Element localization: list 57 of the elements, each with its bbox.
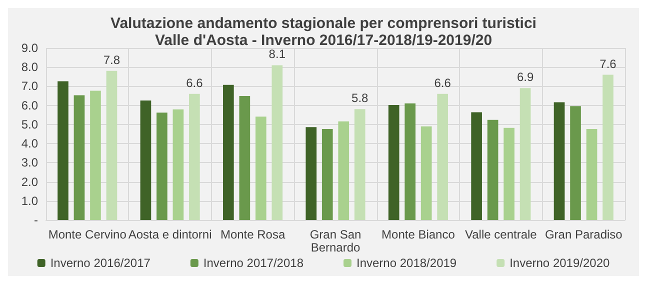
y-tick-label: 9.0 [21,41,38,55]
bar [388,104,400,220]
chart-title: Valutazione andamento stagionale per comprensori turistici Valle d'Aosta - Inverno 2016/17-2018/19-2019/20 [110,15,536,49]
legend-label: Inverno 2019/2020 [510,256,610,270]
bar [420,126,432,220]
bar [255,116,266,220]
y-tick-label: 2.0 [21,174,38,189]
bar [554,102,565,220]
bar [504,128,514,220]
x-tick-label: Monte Bianco [382,228,456,242]
legend-label: Inverno 2016/2017 [50,256,151,270]
bar [156,112,168,220]
x-tick-label: Gran Paradiso [544,228,623,242]
bar [140,100,152,220]
bar [239,96,250,220]
data-label: 6.6 [186,76,204,90]
data-label: 6.6 [434,76,452,90]
x-tick-label: Gran San Bernardo [310,228,362,254]
y-tick-label: 6.0 [21,98,38,112]
data-label: 6.9 [516,70,534,84]
data-label: 7.8 [103,52,120,67]
bar [570,106,581,220]
bar [602,74,614,220]
bar [322,129,333,220]
y-tick-label: 7.0 [21,79,38,94]
y-tick-label: 5.0 [21,117,38,132]
bar [354,109,366,220]
y-tick-label: 1.0 [21,194,38,208]
bar [58,81,68,220]
x-tick-label: Monte Cervino [48,228,127,242]
legend-label: Inverno 2017/2018 [203,256,304,270]
bar [586,129,598,220]
bar [74,95,85,220]
y-tick-label: 8.0 [21,60,38,74]
bar [172,109,184,220]
bar [338,121,350,220]
y-tick-label: - [34,213,38,227]
bar [487,120,498,220]
bar [404,103,416,220]
bar [437,94,448,220]
data-label: 5.8 [352,91,369,106]
bar [90,90,101,220]
bar [272,65,283,220]
x-tick-label: Valle centrale [465,228,538,242]
legend-label: Inverno 2018/2019 [356,256,457,270]
x-tick-label: Monte Rosa [220,228,286,242]
data-label: 8.1 [268,47,286,62]
data-label: 7.6 [600,56,617,71]
bar [471,112,482,220]
y-tick-label: 4.0 [21,136,38,151]
bar [306,127,317,220]
bar [520,88,531,220]
bar [223,84,234,220]
x-tick-label: Aosta e dintorni [128,228,212,242]
y-tick-label: 3.0 [21,156,38,170]
bar [189,94,200,220]
bar [106,70,118,220]
